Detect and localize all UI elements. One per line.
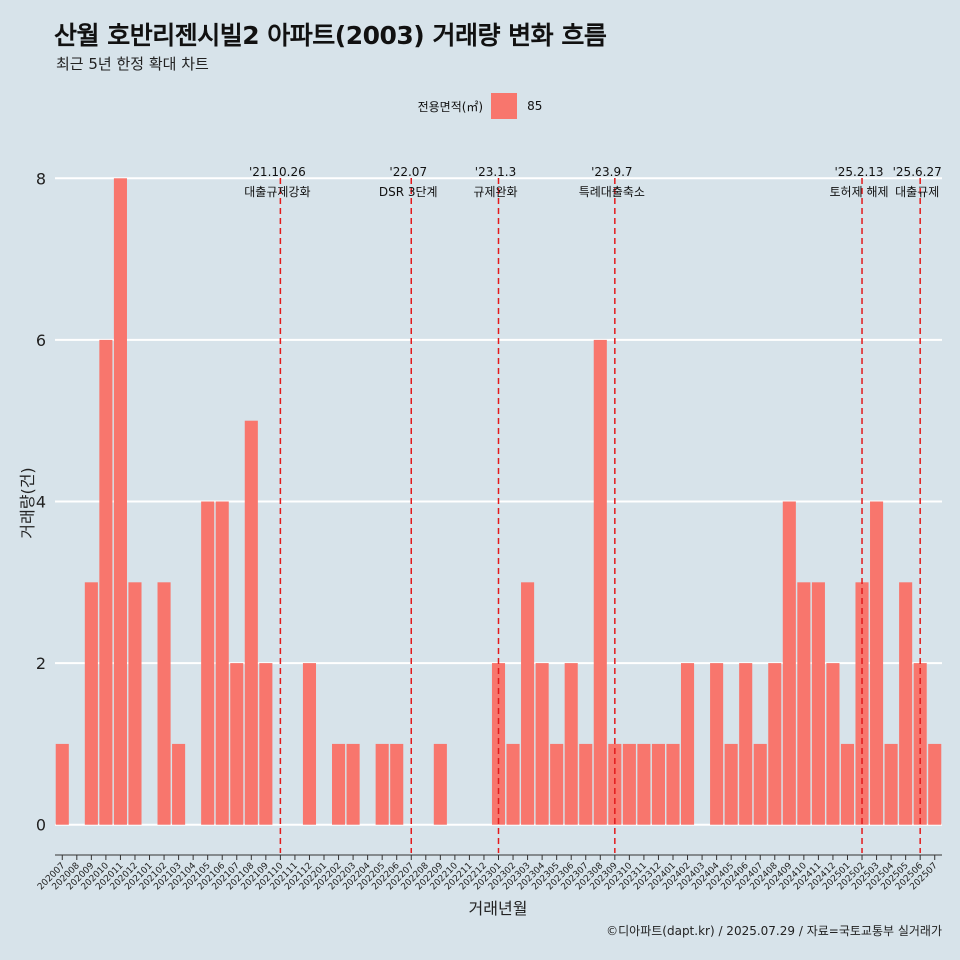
bar — [753, 743, 767, 825]
event-date-label: '23.1.3 — [475, 165, 516, 179]
bar — [302, 663, 317, 825]
bar — [375, 743, 389, 825]
event-label: 대출규제강화 — [244, 185, 310, 199]
bar — [390, 743, 404, 825]
bar — [739, 663, 753, 825]
bar — [724, 743, 738, 825]
event-date-label: '25.6.27 — [893, 165, 942, 179]
bar — [157, 582, 171, 825]
x-axis-label: 거래년월 — [469, 899, 528, 918]
bar — [899, 582, 913, 825]
bar — [128, 582, 142, 825]
bar — [564, 663, 578, 825]
bar — [535, 663, 549, 825]
event-label: 특례대출축소 — [579, 185, 645, 199]
bar — [244, 420, 258, 825]
bar — [768, 663, 782, 825]
bar — [259, 663, 273, 825]
event-date-label: '21.10.26 — [249, 165, 306, 179]
y-tick-label: 6 — [36, 331, 46, 350]
event-label: 토허제 해제 — [830, 185, 889, 199]
bar — [826, 663, 840, 825]
legend-title: 전용면적(㎡) — [417, 99, 484, 114]
y-tick-label: 2 — [36, 654, 46, 673]
bar — [782, 501, 796, 825]
bar — [593, 339, 607, 825]
bar — [215, 501, 229, 825]
bar — [579, 743, 593, 825]
bar — [506, 743, 520, 825]
bar — [622, 743, 636, 825]
y-tick-label: 0 — [36, 816, 46, 835]
bars — [55, 178, 942, 825]
bar — [811, 582, 825, 825]
bar — [637, 743, 651, 825]
bar — [201, 501, 215, 825]
bar — [550, 743, 564, 825]
chart-subtitle: 최근 5년 한정 확대 차트 — [56, 55, 209, 73]
axes: 0246820200720200820200920201020201120201… — [36, 169, 942, 892]
bar — [608, 743, 622, 825]
bar — [346, 743, 360, 825]
event-lines: '21.10.26 대출규제강화 '22.07 DSR 3단계 '23.1.3 규제완화 '… — [244, 165, 942, 853]
event-label: 대출규제 — [895, 185, 939, 199]
y-axis-label: 거래량(건) — [18, 467, 37, 538]
bar — [113, 178, 127, 825]
bar — [928, 743, 942, 825]
bar — [710, 663, 724, 825]
event-label: DSR 3단계 — [379, 185, 438, 199]
bar — [99, 339, 113, 825]
bar — [797, 582, 811, 825]
bar — [884, 743, 898, 825]
bar — [172, 743, 186, 825]
bar — [230, 663, 244, 825]
event-date-label: '25.2.13 — [834, 165, 883, 179]
bar — [840, 743, 855, 825]
bar — [433, 743, 447, 825]
bar — [870, 501, 884, 825]
y-tick-label: 4 — [36, 493, 46, 512]
legend: 전용면적(㎡) 85 — [0, 93, 960, 119]
bar — [680, 663, 695, 825]
chart-title: 산월 호반리젠시빌2 아파트(2003) 거래량 변화 흐름 — [54, 21, 607, 50]
bar — [521, 582, 535, 825]
source-caption: ©디아파트(dapt.kr) / 2025.07.29 / 자료=국토교통부 실… — [606, 924, 942, 938]
event-date-label: '23.9.7 — [591, 165, 632, 179]
event-label: 규제완화 — [473, 185, 517, 199]
bar — [332, 743, 346, 825]
legend-label: 85 — [527, 99, 543, 113]
bar — [666, 743, 680, 825]
legend-swatch — [491, 93, 518, 119]
bar — [651, 743, 665, 825]
bar — [55, 743, 69, 825]
y-tick-label: 8 — [36, 169, 46, 188]
event-date-label: '22.07 — [389, 165, 427, 179]
bar — [84, 582, 98, 825]
